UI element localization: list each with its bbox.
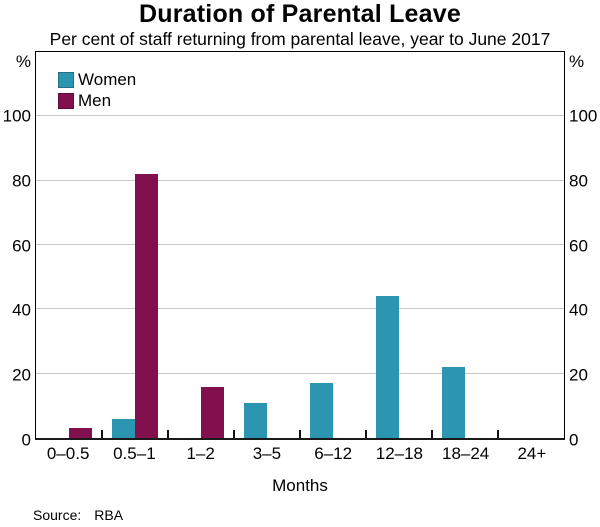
- y-axis-unit-right: %: [569, 52, 585, 71]
- x-tick-label-0: 0–0.5: [46, 444, 90, 463]
- x-tick-label-4: 6–12: [314, 444, 353, 463]
- bar-men-0: [69, 428, 92, 438]
- gridline-80: [36, 179, 564, 181]
- bar-women-4: [310, 383, 333, 438]
- y-tick-label-right-40: 40: [569, 300, 588, 320]
- bar-women-5: [376, 296, 399, 438]
- y-tick-label-left-60: 60: [12, 236, 31, 255]
- legend-label-women: Women: [78, 70, 137, 89]
- bar-men-1: [135, 174, 158, 438]
- gridline-40: [36, 308, 564, 310]
- gridline-20: [36, 372, 564, 374]
- bar-women-6: [442, 367, 465, 438]
- legend-item-women: Women: [58, 71, 136, 88]
- y-tick-label-right-60: 60: [569, 236, 588, 255]
- y-tick-label-right-20: 20: [569, 365, 588, 385]
- x-tick-mark-7: [497, 430, 499, 438]
- x-tick-mark-3: [233, 430, 235, 438]
- y-tick-label-left-100: 100: [2, 106, 31, 126]
- plot-area: Women Men: [35, 51, 565, 440]
- y-tick-label-left-40: 40: [12, 300, 31, 320]
- source-label: Source:: [33, 507, 82, 523]
- chart-title: Duration of Parental Leave: [139, 0, 461, 28]
- x-tick-label-5: 12–18: [375, 444, 424, 463]
- x-axis-title: Months: [272, 476, 328, 495]
- y-tick-label-right-0: 0: [569, 430, 579, 450]
- x-tick-mark-6: [431, 430, 433, 438]
- legend-swatch-men: [58, 92, 74, 109]
- y-tick-label-right-80: 80: [569, 171, 588, 191]
- bar-women-3: [244, 402, 267, 438]
- gridline-60: [36, 244, 564, 245]
- gridline-100: [36, 115, 564, 117]
- x-tick-mark-5: [365, 430, 367, 438]
- y-tick-label-left-20: 20: [12, 365, 31, 385]
- bar-women-1: [112, 418, 135, 438]
- x-tick-label-3: 3–5: [252, 444, 282, 463]
- bar-men-2: [201, 386, 224, 438]
- source-value: RBA: [94, 507, 124, 523]
- x-tick-label-2: 1–2: [186, 444, 215, 463]
- x-tick-label-1: 0.5–1: [113, 444, 156, 463]
- source-note: Source: RBA: [33, 507, 123, 523]
- x-tick-mark-2: [167, 430, 169, 438]
- y-tick-label-left-0: 0: [21, 430, 31, 450]
- x-tick-label-7: 24+: [517, 444, 547, 463]
- x-tick-mark-1: [101, 430, 103, 438]
- legend-item-men: Men: [58, 92, 136, 109]
- y-axis-unit-left: %: [15, 52, 31, 71]
- x-tick-label-6: 18–24: [441, 444, 490, 463]
- y-axis-right: % 0 20 40 60 80 100: [569, 51, 600, 449]
- legend: Women Men: [58, 71, 136, 113]
- x-axis-tick-labels: 0–0.5 0.5–1 1–2 3–5 6–12 12–18 18–24 24+: [35, 445, 565, 467]
- x-tick-mark-4: [299, 430, 301, 438]
- y-axis-left: % 0 20 40 60 80 100: [0, 51, 31, 449]
- legend-label-men: Men: [78, 91, 112, 110]
- y-tick-label-left-80: 80: [12, 171, 31, 191]
- y-tick-label-right-100: 100: [569, 106, 598, 126]
- legend-swatch-women: [58, 71, 74, 88]
- chart-subtitle: Per cent of staff returning from parenta…: [49, 29, 551, 49]
